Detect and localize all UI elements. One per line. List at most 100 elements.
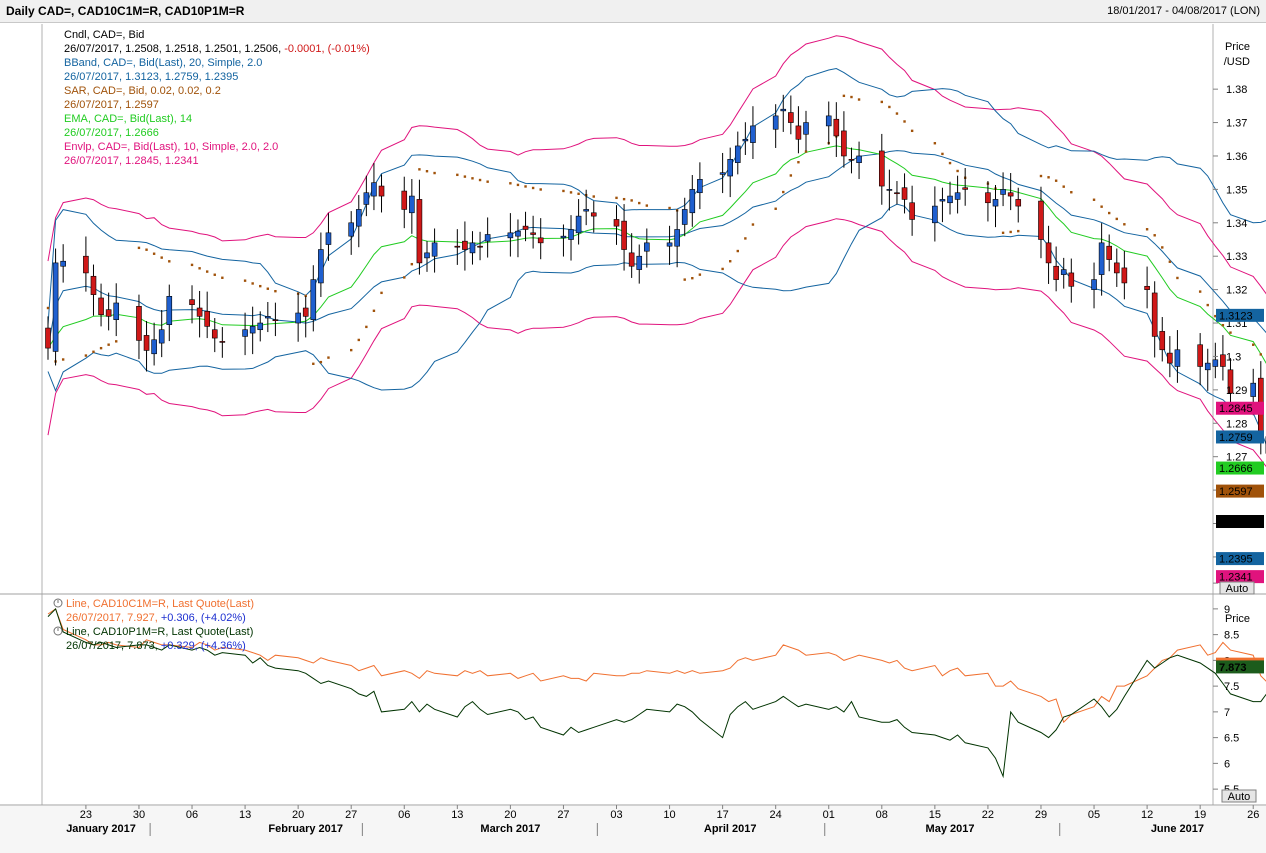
chart-title: Daily CAD=, CAD10C1M=R, CAD10P1M=R (6, 4, 245, 18)
auto-button[interactable] (1221, 789, 1257, 803)
candle-body (1000, 189, 1006, 195)
x-day-label: 06 (398, 809, 410, 821)
legend-change: +0.306, (+4.02%) (161, 612, 246, 624)
candle-body (939, 199, 946, 202)
x-day-label: 06 (186, 809, 198, 821)
lower-legend-line: Line, CAD10C1M=R, Last Quote(Last) (66, 598, 254, 610)
sar-dot (1009, 230, 1012, 234)
legend-text: SAR, CAD=, Bid, 0.02, 0.02, 0.2 (64, 85, 221, 97)
sar-dot (319, 360, 323, 364)
put-volatility-line (47, 607, 1266, 779)
sar-dot (410, 262, 414, 266)
sar-dot (418, 168, 421, 171)
sar-dot (691, 276, 694, 280)
sar-dot (562, 189, 565, 193)
x-day-label: 15 (929, 809, 941, 821)
sar-dot (1054, 179, 1058, 182)
price-tag (1216, 570, 1264, 584)
candle-body (1106, 245, 1112, 260)
candle-body (750, 125, 756, 143)
sar-dot (463, 175, 467, 178)
sar-dot (539, 188, 542, 191)
x-day-label: 27 (345, 809, 357, 821)
x-day-label: 23 (80, 809, 92, 821)
candle-body (158, 329, 165, 344)
upper-tick-label: 1.29 (1226, 385, 1247, 397)
auto-button-label: Auto (1228, 791, 1251, 803)
x-month-label: March 2017 (480, 823, 540, 835)
legend-text: Line, CAD10C1M=R, Last Quote(Last) (66, 598, 254, 610)
candle-body (219, 341, 226, 343)
candle-body (992, 199, 999, 207)
candle-body (1151, 292, 1158, 337)
candle-body (60, 260, 66, 267)
candle-body (522, 225, 529, 230)
price-tag (1216, 308, 1264, 322)
price-tag-label: 1.2845 (1219, 403, 1253, 415)
candle-body (666, 242, 673, 247)
price-tag-label: 1.2506 (1219, 517, 1253, 529)
candle-body (697, 179, 703, 194)
sar-dot (357, 338, 360, 342)
lower-legend-line: 26/07/2017, 7.927, +0.306, (+4.02%) (66, 612, 246, 624)
price-tag-label: 1.2395 (1219, 554, 1253, 566)
sar-dot (1100, 205, 1103, 208)
sar-dot (1123, 223, 1126, 226)
upper-legend-line: 26/07/2017, 1.2508, 1.2518, 1.2501, 1.25… (64, 43, 370, 55)
sar-dot (857, 98, 861, 101)
bband-mid-line (47, 150, 1266, 349)
sar-dot (698, 273, 702, 276)
candle-body (1113, 262, 1120, 274)
candle-body (590, 212, 597, 217)
candle-body (416, 199, 423, 264)
sar-dot (941, 152, 944, 156)
candle-body (530, 232, 536, 235)
x-month-label: January 2017 (66, 823, 136, 835)
candle-body (1159, 331, 1166, 351)
sar-dot (433, 171, 436, 175)
lower-axis-title: Price (1225, 613, 1250, 625)
sar-dot (259, 284, 262, 288)
price-tag (1216, 515, 1264, 529)
sar-dot (880, 100, 883, 104)
auto-button-label: Auto (1226, 583, 1249, 595)
sar-dot (910, 129, 914, 133)
candle-body (947, 195, 953, 204)
candle-body (52, 262, 59, 352)
candle-body (1250, 382, 1257, 397)
call-volatility-line (47, 608, 1266, 724)
candle-body (674, 229, 680, 247)
sar-dot (956, 169, 959, 173)
candle-body (105, 309, 112, 317)
bband-lower-line (47, 203, 1266, 446)
candle-body (507, 232, 514, 239)
x-month-label: February 2017 (268, 823, 343, 835)
candle-body (772, 115, 779, 130)
sar-dot (243, 279, 247, 282)
candle-body (113, 302, 120, 320)
candle-body (348, 222, 355, 237)
auto-button[interactable] (1219, 581, 1255, 595)
candle-body (98, 297, 104, 315)
candle-body (1227, 369, 1234, 394)
x-day-label: 29 (1035, 809, 1047, 821)
upper-legend-line: 26/07/2017, 1.3123, 1.2759, 1.2395 (64, 71, 238, 83)
candle-body (45, 327, 51, 349)
candle-body (1121, 267, 1128, 284)
candle-body (378, 185, 385, 197)
sar-dot (751, 223, 755, 226)
candle-body (318, 249, 324, 284)
candle-body (1053, 265, 1059, 280)
candle-body (515, 230, 521, 237)
candle-body (371, 182, 377, 197)
sar-dot (1001, 231, 1005, 235)
candle-body (856, 155, 862, 163)
candle-body (537, 237, 544, 244)
upper-plot-area (45, 35, 1266, 468)
envelope-upper-line (47, 35, 1266, 295)
sar-dot (645, 204, 649, 207)
candle-body (136, 306, 142, 341)
candle-body (355, 209, 362, 227)
sar-dot (478, 178, 482, 182)
